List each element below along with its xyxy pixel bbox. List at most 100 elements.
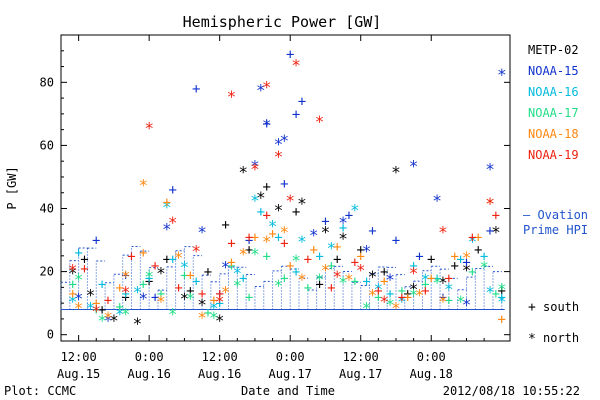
- point-metp-02-north: *: [197, 295, 207, 314]
- point-noaa-18-south: +: [451, 249, 459, 265]
- point-noaa-16-north: *: [350, 201, 360, 220]
- point-noaa-15-south: +: [292, 107, 300, 123]
- point-noaa-18-north: *: [368, 286, 378, 305]
- point-noaa-16-north: *: [397, 292, 407, 311]
- point-noaa-15-south: +: [215, 287, 223, 303]
- point-noaa-17-north: *: [168, 305, 178, 324]
- point-noaa-19-north: *: [356, 260, 366, 279]
- point-noaa-17-north: *: [185, 289, 195, 308]
- point-noaa-17-north: *: [209, 308, 219, 327]
- point-noaa-16-north: *: [115, 305, 125, 324]
- point-metp-02-south: +: [427, 252, 435, 268]
- point-noaa-18-south: +: [498, 312, 506, 328]
- y-tick-label: 20: [40, 265, 54, 279]
- point-metp-02-south: +: [163, 252, 171, 268]
- point-metp-02-north: *: [215, 311, 225, 330]
- point-noaa-17-north: *: [121, 305, 131, 324]
- point-noaa-19-north: *: [438, 223, 448, 242]
- point-noaa-17-south: +: [492, 287, 500, 303]
- y-tick-label: 40: [40, 202, 54, 216]
- point-noaa-17-south: +: [92, 302, 100, 318]
- point-noaa-15-south: +: [245, 233, 253, 249]
- x-tick-label-date: Aug.18: [410, 367, 453, 381]
- point-noaa-15-north: *: [485, 159, 495, 178]
- x-tick-label-time: 12:00: [61, 350, 97, 364]
- point-noaa-19-north: *: [91, 301, 101, 320]
- point-noaa-19-south: +: [151, 258, 159, 274]
- point-noaa-15-south: +: [280, 176, 288, 192]
- point-noaa-19-south: +: [262, 208, 270, 224]
- point-noaa-15-north: *: [432, 191, 442, 210]
- point-noaa-18-north: *: [121, 267, 131, 286]
- point-noaa-19-north: *: [68, 260, 78, 279]
- point-noaa-19-north: *: [315, 112, 325, 131]
- point-noaa-16-north: *: [268, 216, 278, 235]
- point-metp-02-north: *: [238, 163, 248, 182]
- point-metp-02-south: +: [186, 284, 194, 300]
- point-noaa-17-north: *: [97, 311, 107, 330]
- point-noaa-17-north: *: [291, 251, 301, 270]
- point-noaa-15-north: *: [256, 81, 266, 100]
- ovation-prime-hpi-trace: [60, 246, 505, 310]
- point-noaa-19-south: +: [80, 261, 88, 277]
- south-marker-symbol: +: [528, 300, 536, 315]
- point-noaa-15-south: +: [486, 224, 494, 240]
- point-noaa-19-south: +: [280, 236, 288, 252]
- point-noaa-18-south: +: [210, 293, 218, 309]
- point-noaa-18-north: *: [415, 286, 425, 305]
- point-noaa-15-south: +: [151, 290, 159, 306]
- marker-legend: + south * north: [528, 300, 579, 347]
- north-marker-label: north: [543, 331, 579, 345]
- point-noaa-18-south: +: [357, 249, 365, 265]
- point-metp-02-south: +: [474, 243, 482, 259]
- point-noaa-16-south: +: [257, 205, 265, 221]
- point-noaa-18-north: *: [391, 298, 401, 317]
- point-noaa-19-north: *: [262, 77, 272, 96]
- point-noaa-17-south: +: [180, 268, 188, 284]
- point-noaa-19-south: +: [445, 271, 453, 287]
- point-noaa-17-north: *: [250, 245, 260, 264]
- point-noaa-19-north: *: [274, 147, 284, 166]
- point-noaa-19-north: *: [144, 118, 154, 137]
- point-metp-02-south: +: [315, 277, 323, 293]
- point-noaa-18-south: +: [69, 287, 77, 303]
- point-noaa-16-north: *: [86, 298, 96, 317]
- point-noaa-15-south: +: [462, 255, 470, 271]
- point-noaa-17-south: +: [398, 284, 406, 300]
- x-tick-label-time: 12:00: [343, 350, 379, 364]
- legend-entry-noaa-19: NOAA-19: [528, 148, 579, 162]
- point-noaa-15-south: +: [192, 82, 200, 98]
- ovation-legend-line2: Prime HPI: [523, 223, 588, 237]
- point-noaa-17-south: +: [245, 290, 253, 306]
- point-noaa-18-north: *: [156, 292, 166, 311]
- point-metp-02-north: *: [156, 264, 166, 283]
- point-noaa-18-north: *: [485, 194, 495, 213]
- point-metp-02-north: *: [391, 163, 401, 182]
- point-noaa-15-north: *: [385, 270, 395, 289]
- point-noaa-15-north: *: [250, 156, 260, 175]
- point-noaa-17-north: *: [409, 286, 419, 305]
- point-noaa-15-south: +: [92, 233, 100, 249]
- point-noaa-17-south: +: [204, 306, 212, 322]
- legend: METP-02 NOAA-15 NOAA-16 NOAA-17 NOAA-18 NOAA-…: [528, 43, 579, 162]
- point-noaa-16-north: *: [327, 238, 337, 257]
- south-marker-label: south: [543, 300, 579, 314]
- point-noaa-17-south: +: [351, 274, 359, 290]
- point-noaa-16-south: +: [74, 246, 82, 262]
- point-noaa-16-north: *: [468, 232, 478, 251]
- x-tick-label-time: 0:00: [135, 350, 164, 364]
- point-noaa-18-north: *: [280, 223, 290, 242]
- point-noaa-19-south: +: [304, 252, 312, 268]
- point-noaa-16-north: *: [444, 279, 454, 298]
- x-axis-label: Date and Time: [241, 384, 335, 398]
- point-noaa-18-south: +: [186, 268, 194, 284]
- point-noaa-17-north: *: [456, 292, 466, 311]
- point-noaa-15-south: +: [368, 224, 376, 240]
- point-noaa-15-south: +: [286, 47, 294, 63]
- point-noaa-16-south: +: [292, 265, 300, 281]
- point-metp-02-south: +: [80, 252, 88, 268]
- point-noaa-17-north: *: [274, 276, 284, 295]
- point-noaa-15-north: *: [309, 226, 319, 245]
- point-noaa-19-north: *: [332, 267, 342, 286]
